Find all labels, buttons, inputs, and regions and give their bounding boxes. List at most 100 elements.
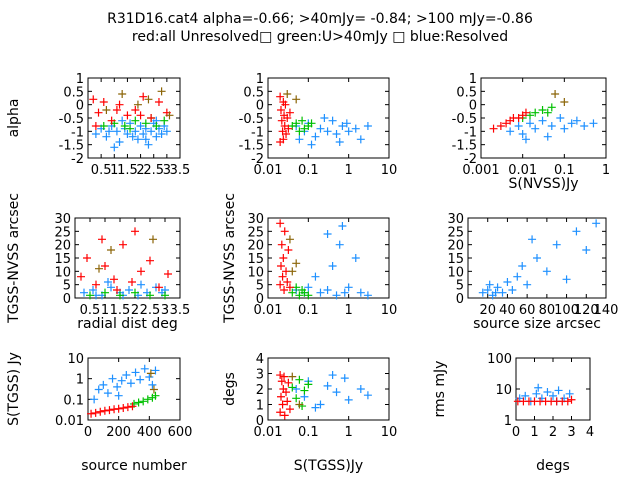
x-tick-label: 0.01 bbox=[254, 425, 283, 440]
data-point bbox=[87, 409, 96, 418]
series-red bbox=[77, 227, 172, 294]
data-point bbox=[139, 397, 148, 406]
data-point bbox=[489, 124, 498, 133]
series-green bbox=[86, 288, 169, 300]
y-tick-label: 1 bbox=[469, 72, 477, 87]
data-point bbox=[589, 119, 598, 128]
data-point bbox=[139, 92, 148, 101]
data-point bbox=[149, 235, 157, 244]
x-tick-label: 10 bbox=[381, 163, 398, 178]
series-blue bbox=[292, 114, 372, 149]
data-point bbox=[547, 122, 556, 130]
data-point bbox=[506, 127, 515, 136]
x-axis-label: degs bbox=[536, 458, 570, 474]
data-point bbox=[572, 227, 581, 236]
data-point bbox=[118, 116, 127, 125]
data-point bbox=[282, 388, 291, 397]
data-point bbox=[363, 122, 372, 130]
series-olive bbox=[283, 90, 301, 104]
x-tick-label: 3 bbox=[567, 425, 575, 440]
data-point bbox=[107, 283, 115, 292]
data-point bbox=[531, 124, 540, 133]
data-point bbox=[91, 408, 100, 417]
y-tick-label: 0.5 bbox=[243, 85, 264, 100]
data-point bbox=[288, 383, 297, 392]
data-point bbox=[542, 267, 551, 276]
data-point bbox=[110, 275, 118, 284]
data-point bbox=[131, 288, 139, 297]
y-tick-label: 30 bbox=[54, 212, 71, 227]
x-axis-label: source number bbox=[81, 458, 187, 474]
data-point bbox=[328, 371, 337, 380]
y-tick-label: -1.5 bbox=[452, 139, 477, 154]
x-tick-label: 0.5 bbox=[91, 163, 112, 178]
data-point bbox=[560, 124, 569, 133]
data-point bbox=[277, 116, 286, 125]
y-axis-label: rms mJy bbox=[432, 361, 448, 418]
data-point bbox=[284, 378, 293, 387]
data-point bbox=[340, 288, 349, 297]
data-point bbox=[285, 283, 294, 292]
x-axis-label: source size arcsec bbox=[473, 316, 601, 332]
data-point bbox=[128, 402, 137, 411]
data-point bbox=[340, 374, 349, 383]
series-olive bbox=[146, 369, 158, 394]
data-point bbox=[141, 135, 150, 144]
series-green bbox=[288, 283, 313, 300]
data-point bbox=[114, 404, 123, 413]
data-point bbox=[543, 132, 552, 141]
x-tick-label: 2.5 bbox=[143, 163, 164, 178]
x-tick-label: 200 bbox=[106, 425, 131, 440]
y-axis-label: TGSS-NVSS arcsec bbox=[222, 193, 238, 324]
data-point bbox=[131, 368, 140, 377]
x-tick-label: 140 bbox=[594, 303, 619, 318]
x-tick-label: 2.5 bbox=[140, 303, 161, 318]
data-point bbox=[521, 391, 530, 400]
data-point bbox=[288, 288, 297, 297]
y-tick-label: 1 bbox=[504, 414, 512, 429]
series-blue bbox=[478, 219, 601, 300]
data-point bbox=[300, 386, 309, 395]
series-blue bbox=[80, 278, 169, 300]
data-point bbox=[133, 135, 142, 144]
data-point bbox=[283, 114, 292, 122]
data-point bbox=[513, 272, 522, 281]
data-point bbox=[502, 119, 511, 128]
y-tick-label: 20 bbox=[447, 239, 464, 254]
y-tick-label: 4 bbox=[256, 352, 264, 367]
data-point bbox=[292, 119, 301, 128]
data-point bbox=[157, 87, 166, 96]
data-point bbox=[123, 403, 132, 412]
data-point bbox=[92, 280, 100, 289]
data-point bbox=[351, 124, 360, 133]
data-point bbox=[113, 286, 121, 294]
data-point bbox=[556, 114, 565, 122]
data-point bbox=[498, 288, 507, 297]
series-red bbox=[276, 219, 294, 294]
data-point bbox=[86, 291, 94, 300]
data-point bbox=[323, 381, 332, 390]
series-blue bbox=[292, 222, 372, 300]
panel-7: 0 200 400 600 0.01 0.1 1 10 source number S(TGSS)… bbox=[6, 352, 192, 474]
y-axis-label: degs bbox=[222, 372, 238, 406]
x-axis-label: S(TGSS)Jy bbox=[294, 458, 363, 474]
y-tick-label: 0 bbox=[63, 292, 71, 307]
data-point bbox=[162, 127, 171, 136]
x-axis-label: radial dist deg bbox=[77, 316, 177, 332]
data-point bbox=[91, 130, 100, 138]
data-point bbox=[295, 135, 304, 144]
plot-frame bbox=[480, 77, 607, 159]
data-point bbox=[280, 411, 289, 420]
data-point bbox=[112, 127, 121, 136]
data-point bbox=[279, 254, 288, 262]
series-red bbox=[89, 92, 171, 130]
data-point bbox=[113, 382, 122, 391]
y-tick-label: 10 bbox=[447, 265, 464, 280]
data-point bbox=[323, 286, 332, 294]
data-point bbox=[532, 389, 541, 398]
y-tick-label: 2 bbox=[256, 383, 264, 398]
data-point bbox=[283, 90, 292, 98]
x-tick-label: 0.01 bbox=[508, 163, 537, 178]
data-point bbox=[567, 395, 576, 404]
